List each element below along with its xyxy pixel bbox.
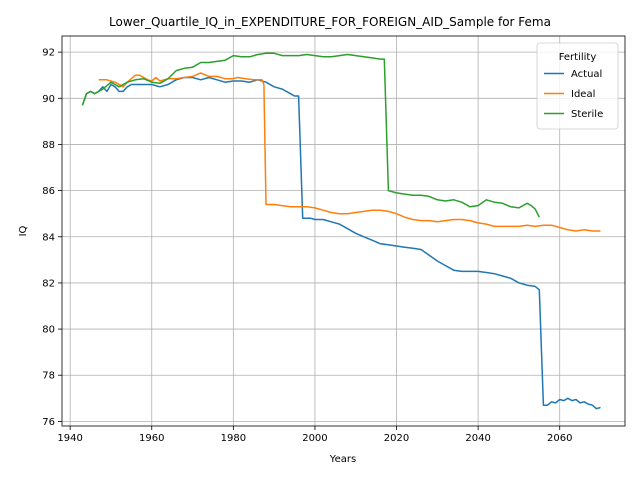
x-tick-label: 1940: [57, 433, 82, 444]
legend-label-sterile: Sterile: [571, 109, 603, 120]
y-tick-label: 84: [42, 232, 55, 243]
legend-label-ideal: Ideal: [571, 89, 595, 100]
y-axis-label: IQ: [18, 225, 29, 236]
x-axis-label: Years: [329, 454, 356, 465]
axis-ticks: 1940 1960 1980 2000 2020 2040 2060 76 78 80 82 84 86…: [42, 48, 572, 444]
grid: [62, 36, 625, 426]
x-tick-label: 1980: [221, 433, 246, 444]
y-tick-label: 76: [42, 417, 55, 428]
y-tick-label: 88: [42, 140, 55, 151]
series-line-actual: [81, 76, 601, 410]
y-tick-label: 78: [42, 371, 55, 382]
chart-title: Lower_Quartile_IQ_in_EXPENDITURE_FOR_FOR…: [109, 15, 551, 29]
x-tick-label: 1960: [139, 433, 164, 444]
x-tick-label: 2000: [302, 433, 327, 444]
x-tick-label: 2060: [547, 433, 572, 444]
legend: Fertility Actual Ideal Sterile: [536, 42, 619, 130]
y-tick-label: 86: [42, 186, 55, 197]
y-tick-label: 92: [42, 48, 55, 59]
series-lines: [81, 52, 601, 410]
legend-box: [536, 42, 619, 130]
x-tick-label: 2020: [384, 433, 409, 444]
legend-label-actual: Actual: [571, 69, 602, 80]
y-tick-label: 82: [42, 278, 55, 289]
x-tick-label: 2040: [465, 433, 490, 444]
y-tick-label: 80: [42, 325, 55, 336]
series-line-sterile: [81, 52, 540, 218]
y-tick-label: 90: [42, 94, 55, 105]
plot-frame: [61, 35, 626, 427]
legend-title: Fertility: [559, 52, 597, 63]
